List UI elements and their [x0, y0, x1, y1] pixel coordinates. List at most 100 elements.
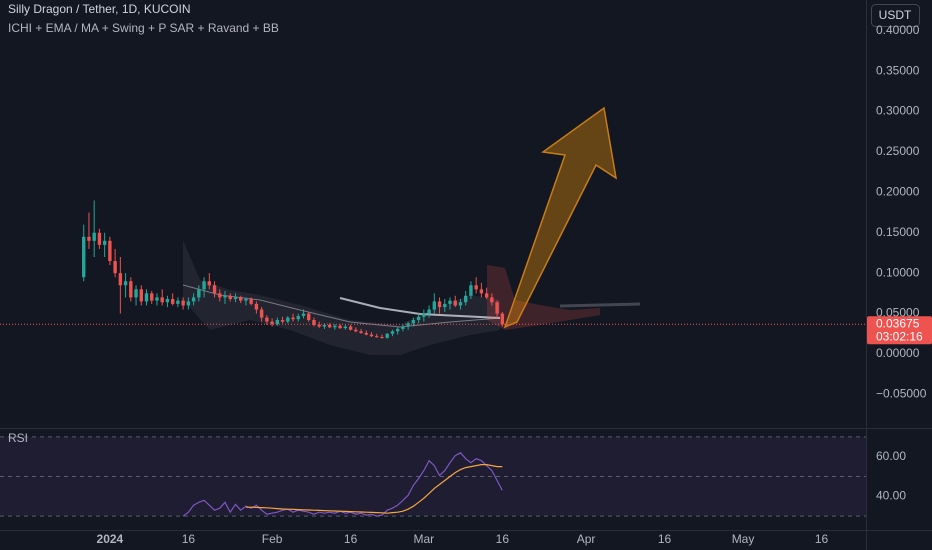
candle-body: [259, 309, 264, 318]
candle-body: [312, 320, 316, 325]
candle-body: [270, 321, 274, 325]
candle-body: [432, 301, 437, 310]
candle-body: [129, 281, 133, 298]
rsi-line: [182, 452, 503, 517]
ichimoku-cloud: [487, 265, 600, 330]
candle-body: [469, 285, 473, 296]
candle-body: [458, 302, 463, 306]
candle-body: [97, 232, 102, 245]
candle-body: [244, 299, 248, 301]
ichimoku-future: [559, 302, 641, 308]
x-tick-label: 2024: [97, 532, 124, 546]
candle-body: [354, 329, 358, 332]
candle-body: [479, 289, 484, 294]
candle-body: [296, 315, 300, 320]
candle-body: [160, 297, 164, 303]
candle-body: [369, 334, 374, 337]
ema-line: [339, 297, 501, 319]
candle-body: [500, 313, 505, 325]
candle-body: [275, 320, 280, 325]
candle-body: [87, 236, 91, 241]
candle-body: [176, 300, 180, 304]
candle-body: [254, 303, 259, 310]
candle-body: [395, 328, 400, 332]
y-tick-label: 0.10000: [876, 265, 920, 279]
candle-body: [218, 293, 222, 298]
candle-body: [280, 320, 285, 322]
y-tick-label: 0.25000: [876, 144, 920, 158]
candle-body: [490, 297, 494, 303]
currency-button[interactable]: [871, 4, 920, 27]
candle-body: [333, 325, 337, 328]
last-price-box: [867, 316, 932, 345]
arrow-drawing: [503, 106, 618, 329]
candle-body: [181, 300, 185, 306]
candle-body: [291, 317, 295, 320]
candle-body: [322, 324, 327, 327]
candle-body: [102, 240, 107, 245]
y-tick-label: 0.35000: [876, 63, 920, 77]
y-tick-label: −0.05000: [876, 387, 927, 401]
candle-body: [170, 299, 175, 304]
x-tick-label: Mar: [414, 532, 435, 546]
candle-body: [191, 297, 196, 302]
candle-body: [228, 295, 232, 300]
x-tick-label: 16: [658, 532, 672, 546]
candle-body: [422, 313, 426, 317]
candle-body: [401, 326, 405, 329]
candle-body: [108, 240, 112, 262]
y-tick-label: 60.00: [876, 449, 906, 463]
candle-body: [443, 303, 447, 308]
y-tick-label: 0.00000: [876, 346, 920, 360]
candle-body: [186, 301, 191, 306]
candle-body: [448, 300, 452, 304]
candle-body: [249, 299, 253, 304]
x-tick-label: May: [732, 532, 755, 546]
candle-body: [464, 295, 468, 303]
candle-body: [207, 281, 212, 286]
candle-body: [484, 293, 489, 298]
candle-body: [474, 285, 478, 290]
candle-body: [223, 295, 227, 298]
x-tick-label: 16: [815, 532, 829, 546]
y-tick-label: 0.15000: [876, 225, 920, 239]
candle-body: [327, 324, 332, 328]
y-tick-label: 40.00: [876, 489, 906, 503]
candle-body: [265, 317, 269, 322]
x-tick-label: 16: [182, 532, 196, 546]
candle-body: [427, 309, 431, 314]
countdown-label: 03:02:16: [876, 329, 923, 343]
candle-body: [364, 332, 368, 335]
x-tick-label: 16: [344, 532, 358, 546]
candle-body: [202, 281, 206, 290]
candle-body: [343, 326, 348, 329]
y-tick-label: 0.20000: [876, 185, 920, 199]
candle-body: [338, 325, 342, 329]
chart-title: Silly Dragon / Tether, 1D, KUCOIN: [8, 2, 191, 16]
rsi-line: [245, 464, 503, 514]
candle-body: [301, 313, 306, 316]
candle-body: [416, 316, 421, 321]
bollinger-band: [183, 240, 500, 355]
candle-body: [197, 289, 201, 298]
currency-label[interactable]: USDT: [879, 8, 912, 22]
candle-body: [406, 323, 410, 327]
y-tick-label: 0.05000: [876, 306, 920, 320]
candle-body: [375, 336, 379, 338]
x-tick-label: Apr: [577, 532, 596, 546]
candle-body: [317, 324, 321, 327]
candle-body: [380, 337, 384, 339]
candle-body: [150, 293, 154, 301]
candle-body: [233, 297, 238, 300]
indicator-list: ICHI + EMA / MA + Swing + P SAR + Ravand…: [8, 21, 279, 35]
x-tick-label: 16: [496, 532, 510, 546]
candle-body: [359, 331, 363, 333]
candle-body: [348, 326, 353, 330]
candle-body: [385, 333, 389, 338]
candle-body: [453, 300, 457, 306]
candle-body: [307, 313, 311, 321]
candle-body: [286, 317, 290, 322]
candle-body: [113, 261, 117, 274]
candle-body: [92, 232, 96, 241]
